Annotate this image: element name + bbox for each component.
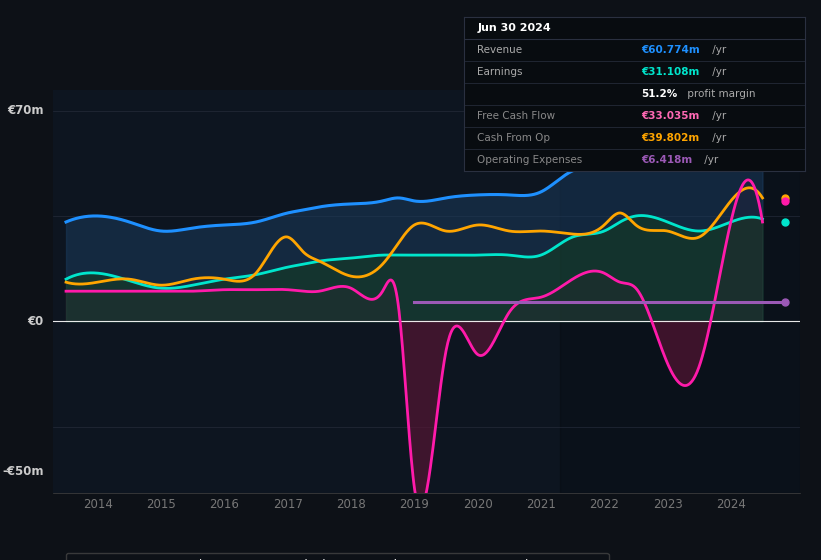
- Text: /yr: /yr: [709, 111, 727, 121]
- Text: Free Cash Flow: Free Cash Flow: [478, 111, 556, 121]
- Text: /yr: /yr: [709, 133, 727, 143]
- Text: Cash From Op: Cash From Op: [478, 133, 551, 143]
- Text: €0: €0: [28, 315, 44, 328]
- Text: /yr: /yr: [700, 155, 718, 165]
- Text: -€50m: -€50m: [2, 465, 44, 478]
- Text: 51.2%: 51.2%: [641, 89, 677, 99]
- Text: Earnings: Earnings: [478, 67, 523, 77]
- Text: Operating Expenses: Operating Expenses: [478, 155, 583, 165]
- Text: €70m: €70m: [7, 104, 44, 117]
- Text: €60.774m: €60.774m: [641, 45, 699, 55]
- Text: /yr: /yr: [709, 45, 727, 55]
- Text: €31.108m: €31.108m: [641, 67, 699, 77]
- Text: €6.418m: €6.418m: [641, 155, 692, 165]
- Bar: [560, 90, 800, 493]
- Legend: Revenue, Earnings, Free Cash Flow, Cash From Op, Operating Expenses: Revenue, Earnings, Free Cash Flow, Cash …: [66, 553, 608, 560]
- Text: profit margin: profit margin: [684, 89, 755, 99]
- Text: Revenue: Revenue: [478, 45, 523, 55]
- Text: /yr: /yr: [709, 67, 727, 77]
- Text: €33.035m: €33.035m: [641, 111, 699, 121]
- Text: Jun 30 2024: Jun 30 2024: [478, 23, 551, 33]
- Text: €39.802m: €39.802m: [641, 133, 699, 143]
